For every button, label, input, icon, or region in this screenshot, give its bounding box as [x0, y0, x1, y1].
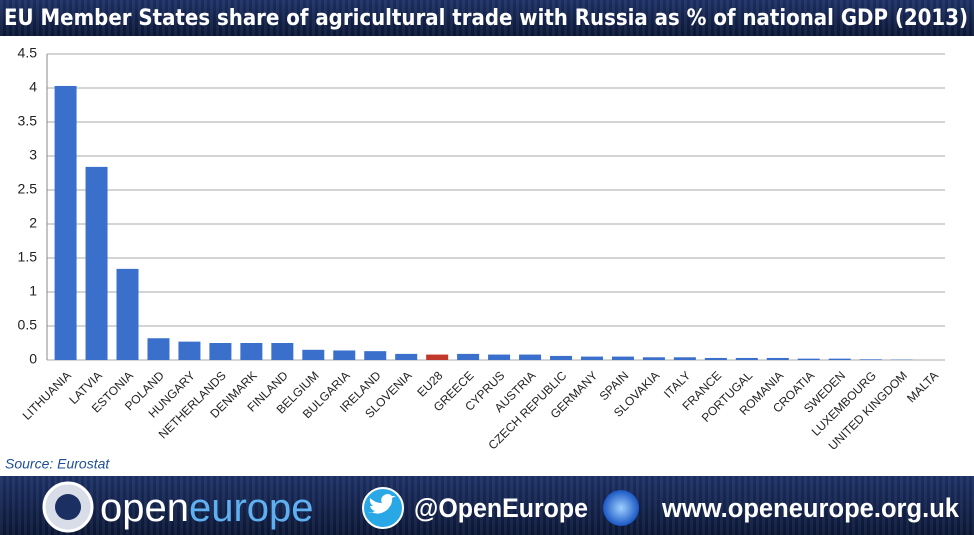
globe-icon: [603, 490, 639, 526]
bar: [116, 268, 139, 360]
bar: [488, 354, 511, 360]
bar: [519, 354, 542, 360]
twitter-handle[interactable]: @OpenEurope: [414, 493, 588, 523]
bar: [302, 349, 325, 360]
bar: [240, 343, 263, 360]
bar: [457, 353, 480, 360]
bar: [642, 357, 665, 360]
bar: [859, 359, 882, 360]
bar: [673, 357, 696, 360]
bar: [364, 351, 387, 360]
logo-europe: europe: [189, 486, 314, 530]
website[interactable]: www.openeurope.org.uk: [661, 493, 960, 523]
bar: [178, 341, 201, 360]
bar: [550, 355, 573, 360]
bar: [395, 353, 418, 360]
source: Source: Eurostat: [5, 456, 110, 472]
y-tick-label: 3: [29, 147, 37, 163]
chart-title: EU Member States share of agricultural t…: [4, 6, 968, 31]
bar: [797, 358, 820, 360]
y-tick-label: 0: [29, 351, 37, 367]
chart-area: [0, 36, 974, 476]
bar: [828, 358, 851, 360]
bar: [271, 343, 294, 360]
bar: [611, 356, 634, 360]
bar: [766, 357, 789, 360]
y-tick-label: 4: [29, 79, 37, 95]
twitter-bird: [368, 494, 396, 514]
bar: [54, 85, 77, 361]
logo-icon-inner: [55, 494, 81, 520]
bar: [333, 350, 356, 360]
logo-text: openeurope: [100, 486, 314, 530]
y-tick-label: 2.5: [18, 181, 38, 197]
bar: [85, 166, 108, 360]
y-tick-label: 0.5: [18, 317, 38, 333]
y-tick-label: 1: [29, 283, 37, 299]
y-tick-label: 3.5: [18, 113, 38, 129]
bar: [580, 356, 603, 360]
footer-texture: [0, 476, 974, 535]
y-tick-label: 1.5: [18, 249, 38, 265]
logo-open: open: [100, 486, 189, 530]
bar: [147, 338, 170, 360]
title-texture: [0, 0, 974, 36]
bar: [209, 343, 232, 360]
bar: [704, 357, 727, 360]
y-tick-label: 4.5: [18, 45, 38, 61]
y-tick-label: 2: [29, 215, 37, 231]
bar: [735, 357, 758, 360]
bar: [426, 354, 449, 360]
